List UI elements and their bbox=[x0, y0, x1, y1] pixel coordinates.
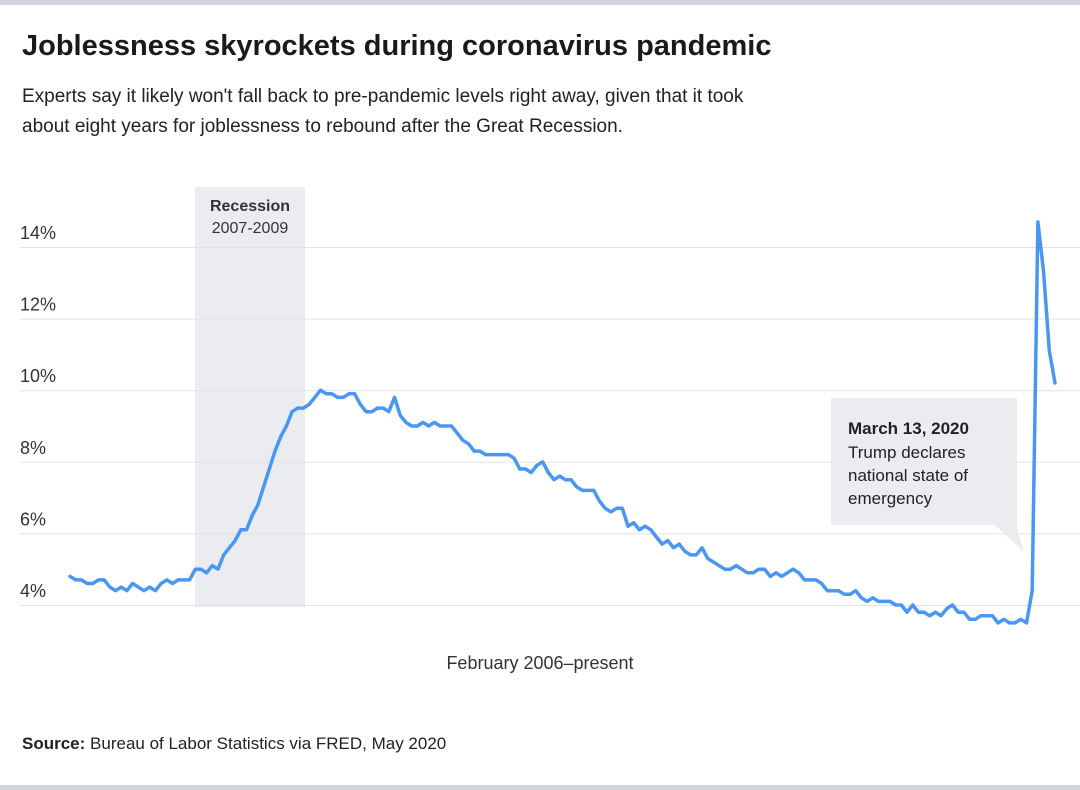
recession-years: 2007-2009 bbox=[212, 220, 289, 237]
y-tick-label: 6% bbox=[20, 509, 46, 529]
annotation-line: national state of bbox=[848, 466, 968, 485]
source-text: Bureau of Labor Statistics via FRED, May… bbox=[90, 734, 447, 753]
x-axis-label: February 2006–present bbox=[446, 653, 633, 673]
recession-band bbox=[195, 187, 305, 607]
chart-subtitle: Experts say it likely won't fall back to… bbox=[22, 86, 744, 137]
annotation-layer: March 13, 2020 Trump declares national sta… bbox=[831, 398, 1024, 552]
source-note: Source: Bureau of Labor Statistics via F… bbox=[22, 734, 446, 754]
unemployment-rate-line bbox=[68, 220, 1057, 625]
annotation-line: emergency bbox=[848, 489, 933, 508]
y-tick-label: 14% bbox=[20, 223, 56, 243]
y-tick-label: 10% bbox=[20, 366, 56, 386]
annotation-title: March 13, 2020 bbox=[848, 419, 969, 438]
bottom-rule bbox=[0, 785, 1080, 790]
annotation-line: Trump declares bbox=[848, 443, 965, 462]
source-label: Source: bbox=[22, 734, 86, 753]
grid-layer bbox=[20, 247, 1080, 606]
series-layer bbox=[68, 220, 1057, 625]
y-axis: 4% 6% 8% 10% 12% 14% bbox=[20, 223, 56, 601]
y-tick-label: 12% bbox=[20, 295, 56, 315]
top-rule bbox=[0, 0, 1080, 5]
annotation-callout bbox=[831, 398, 1024, 552]
y-tick-label: 4% bbox=[20, 581, 46, 601]
shade-layer: Recession 2007-2009 bbox=[195, 187, 305, 607]
chart-title: Joblessness skyrockets during coronaviru… bbox=[22, 30, 772, 62]
y-tick-label: 8% bbox=[20, 438, 46, 458]
recession-label: Recession bbox=[210, 198, 290, 215]
